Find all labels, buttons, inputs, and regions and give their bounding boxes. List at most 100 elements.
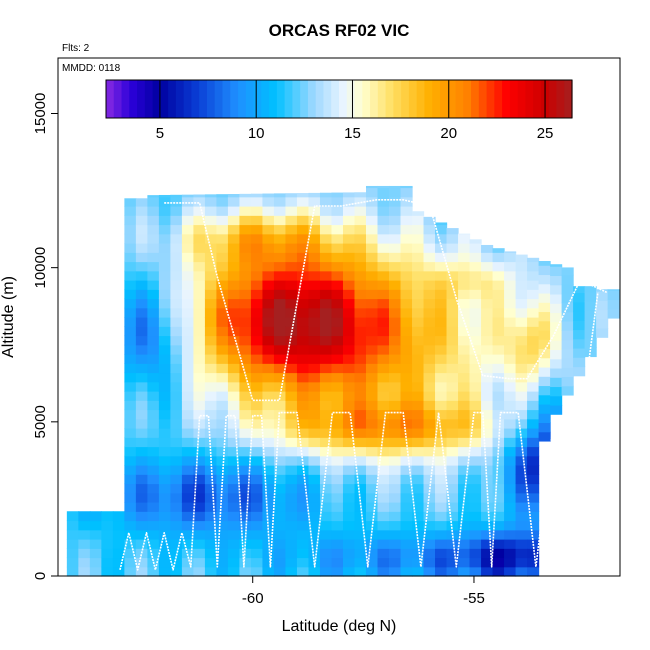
heatmap-cell	[458, 233, 471, 244]
heatmap-cell	[158, 409, 171, 420]
heatmap-cell	[170, 511, 183, 522]
heatmap-cell	[492, 298, 505, 309]
heatmap-cell	[181, 196, 195, 207]
heatmap-cell	[239, 270, 252, 281]
heatmap-cell	[400, 289, 413, 300]
heatmap-cell	[342, 539, 356, 549]
heatmap-cell	[181, 194, 195, 198]
heatmap-cell	[515, 455, 528, 466]
heatmap-cell	[504, 474, 517, 485]
heatmap-cell	[538, 329, 551, 340]
heatmap-cell	[193, 298, 206, 309]
heatmap-cell	[250, 502, 264, 512]
heatmap-cell	[538, 394, 551, 405]
heatmap-cell	[227, 194, 241, 198]
heatmap-cell	[400, 224, 413, 235]
heatmap-cell	[481, 391, 494, 401]
heatmap-cell	[538, 274, 551, 285]
heatmap-cell	[262, 492, 275, 503]
heatmap-cell	[250, 270, 264, 281]
heatmap-cell	[492, 520, 505, 531]
heatmap-cell	[262, 289, 275, 300]
colorbar-segment	[502, 80, 511, 118]
heatmap-cell	[285, 261, 298, 272]
heatmap-cell	[412, 400, 425, 411]
heatmap-cell	[515, 372, 528, 383]
heatmap-cell	[573, 301, 586, 312]
heatmap-cell	[596, 290, 609, 301]
heatmap-cell	[296, 280, 310, 290]
heatmap-cell	[158, 492, 171, 503]
heatmap-cell	[135, 233, 148, 244]
heatmap-cell	[204, 270, 218, 281]
heatmap-cell	[158, 539, 171, 549]
heatmap-cell	[181, 354, 195, 364]
colorbar-segment	[393, 80, 402, 118]
heatmap-cell	[193, 344, 206, 355]
heatmap-cell	[262, 455, 275, 466]
heatmap-cell	[308, 252, 321, 263]
heatmap-cell	[124, 243, 137, 253]
heatmap-cell	[250, 354, 264, 364]
heatmap-cell	[262, 428, 275, 438]
heatmap-cell	[377, 289, 390, 300]
heatmap-cell	[412, 354, 425, 364]
heatmap-cell	[527, 261, 540, 272]
heatmap-cell	[389, 372, 402, 383]
heatmap-cell	[354, 252, 367, 263]
heatmap-cell	[135, 455, 148, 466]
heatmap-cell	[527, 289, 540, 300]
heatmap-cell	[354, 511, 367, 522]
heatmap-cell	[147, 335, 160, 346]
heatmap-cell	[170, 317, 183, 327]
heatmap-cell	[515, 400, 528, 411]
heatmap-cell	[481, 372, 494, 383]
heatmap-cell	[492, 252, 505, 263]
heatmap-cell	[481, 354, 494, 364]
heatmap-cell	[446, 483, 459, 494]
heatmap-cell	[342, 418, 356, 429]
heatmap-cell	[250, 437, 264, 448]
heatmap-cell	[319, 326, 333, 337]
heatmap-cell	[342, 557, 356, 568]
heatmap-cell	[504, 307, 517, 318]
heatmap-cell	[342, 317, 356, 327]
heatmap-cell	[216, 252, 229, 263]
heatmap-cell	[389, 418, 402, 429]
heatmap-cell	[135, 326, 148, 337]
heatmap-cell	[262, 391, 275, 401]
heatmap-cell	[458, 520, 471, 531]
heatmap-cell	[365, 280, 379, 290]
heatmap-cell	[296, 224, 310, 235]
heatmap-cell	[204, 474, 218, 485]
heatmap-cell	[342, 252, 356, 263]
colorbar-segment	[137, 80, 146, 118]
heatmap-cell	[124, 492, 137, 503]
heatmap-cell	[296, 409, 310, 420]
heatmap-cell	[227, 326, 241, 337]
heatmap-cell	[124, 298, 137, 309]
heatmap-cell	[319, 400, 333, 411]
heatmap-cell	[135, 372, 148, 383]
heatmap-cell	[135, 409, 148, 420]
heatmap-cell	[170, 455, 183, 466]
heatmap-cell	[158, 446, 171, 457]
heatmap-cell	[492, 418, 505, 429]
heatmap-cell	[158, 194, 171, 198]
heatmap-cell	[250, 289, 264, 300]
heatmap-cell	[365, 474, 379, 485]
heatmap-cell	[377, 437, 390, 448]
heatmap-cell	[124, 233, 137, 244]
heatmap-cell	[423, 529, 436, 540]
heatmap-cell	[239, 511, 252, 522]
heatmap-cell	[216, 437, 229, 448]
heatmap-cell	[527, 372, 540, 383]
heatmap-cell	[377, 233, 390, 244]
heatmap-cell	[481, 326, 494, 337]
heatmap-cell	[296, 492, 310, 503]
heatmap-cell	[481, 400, 494, 411]
heatmap-cell	[296, 483, 310, 494]
heatmap-cell	[389, 381, 402, 392]
heatmap-cell	[250, 428, 264, 438]
heatmap-cell	[342, 566, 356, 577]
